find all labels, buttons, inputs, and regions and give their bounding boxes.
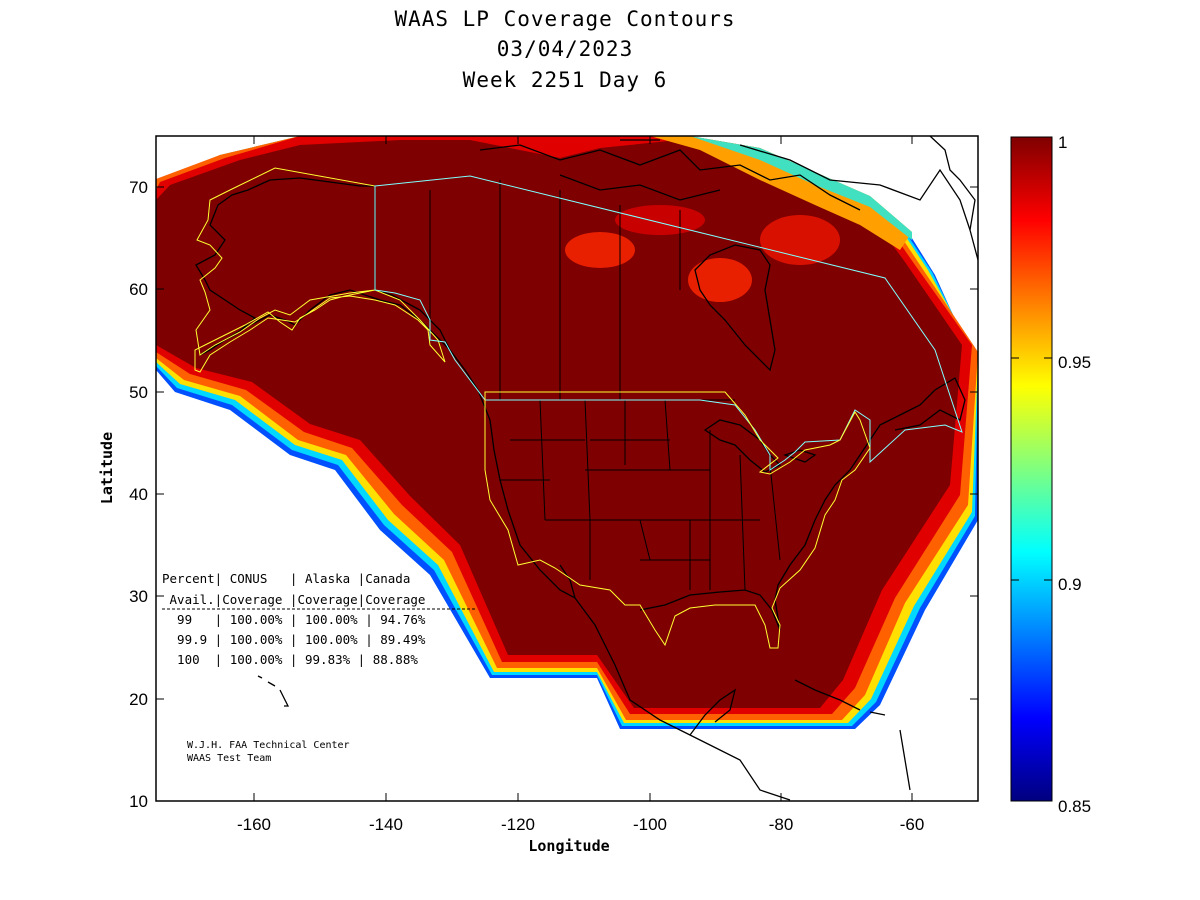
table-header-row1: Percent| CONUS | Alaska |Canada xyxy=(162,571,410,586)
map-date: 03/04/2023 xyxy=(496,37,634,61)
coverage-contours xyxy=(156,136,978,729)
hawaii-islands xyxy=(257,675,290,707)
x-axis-label: Longitude xyxy=(528,837,609,855)
map-title: WAAS LP Coverage Contours xyxy=(394,7,736,31)
canada-boundary xyxy=(374,175,963,471)
y-tick-label: 70 xyxy=(129,178,148,197)
y-tick-label: 50 xyxy=(129,383,148,402)
colorbar-label: 1 xyxy=(1058,133,1067,152)
province-borders xyxy=(429,180,681,400)
colorbar-ticks xyxy=(1011,357,1052,581)
x-tick-label: -120 xyxy=(501,815,535,834)
y-tick-label: 60 xyxy=(129,280,148,299)
table-row: 99.9 | 100.00% | 100.00% | 89.49% xyxy=(162,632,426,647)
tick-marks xyxy=(156,136,978,801)
availability-table: Percent| CONUS | Alaska |Canada Avail.|C… xyxy=(162,571,475,667)
alaska-boundary xyxy=(194,167,446,373)
contour-blotch xyxy=(565,232,635,268)
greenland-coast xyxy=(929,136,978,261)
contour-blotch xyxy=(615,205,705,235)
conus-boundary xyxy=(484,391,871,649)
plot-frame xyxy=(155,135,979,802)
table-header-row2: Avail.|Coverage |Coverage|Coverage xyxy=(162,592,425,607)
x-tick-label: -160 xyxy=(237,815,271,834)
no-data-region xyxy=(690,136,978,330)
table-row: 99 | 100.00% | 100.00% | 94.76% xyxy=(162,612,426,627)
x-tick-label: -140 xyxy=(369,815,403,834)
y-tick-label: 30 xyxy=(129,587,148,606)
map-week-day: Week 2251 Day 6 xyxy=(462,68,668,92)
colorbar xyxy=(1010,136,1053,802)
caribbean-islands xyxy=(794,679,911,791)
gulf-coastline xyxy=(639,377,966,631)
x-tick-label: -100 xyxy=(633,815,667,834)
y-tick-label: 40 xyxy=(129,485,148,504)
colorbar-label: 0.85 xyxy=(1058,797,1091,816)
no-data-region xyxy=(156,136,300,178)
arctic-islands xyxy=(479,139,971,231)
table-row: 100 | 100.00% | 99.83% | 88.88% xyxy=(162,652,418,667)
colorbar-label: 0.9 xyxy=(1058,575,1082,594)
colorbar-label: 0.95 xyxy=(1058,353,1091,372)
mexico-coastline xyxy=(574,597,791,801)
contour-blotch xyxy=(688,258,752,302)
credit-line1: W.J.H. FAA Technical Center xyxy=(187,740,350,751)
credit-line2: WAAS Test Team xyxy=(187,753,271,764)
y-axis-label: Latitude xyxy=(98,432,116,504)
y-tick-label: 20 xyxy=(129,690,148,709)
x-tick-label: -60 xyxy=(900,815,925,834)
y-tick-label: 10 xyxy=(129,792,148,811)
hudson-bay xyxy=(694,244,776,372)
x-tick-label: -80 xyxy=(769,815,794,834)
contour-full-coverage xyxy=(156,138,962,708)
